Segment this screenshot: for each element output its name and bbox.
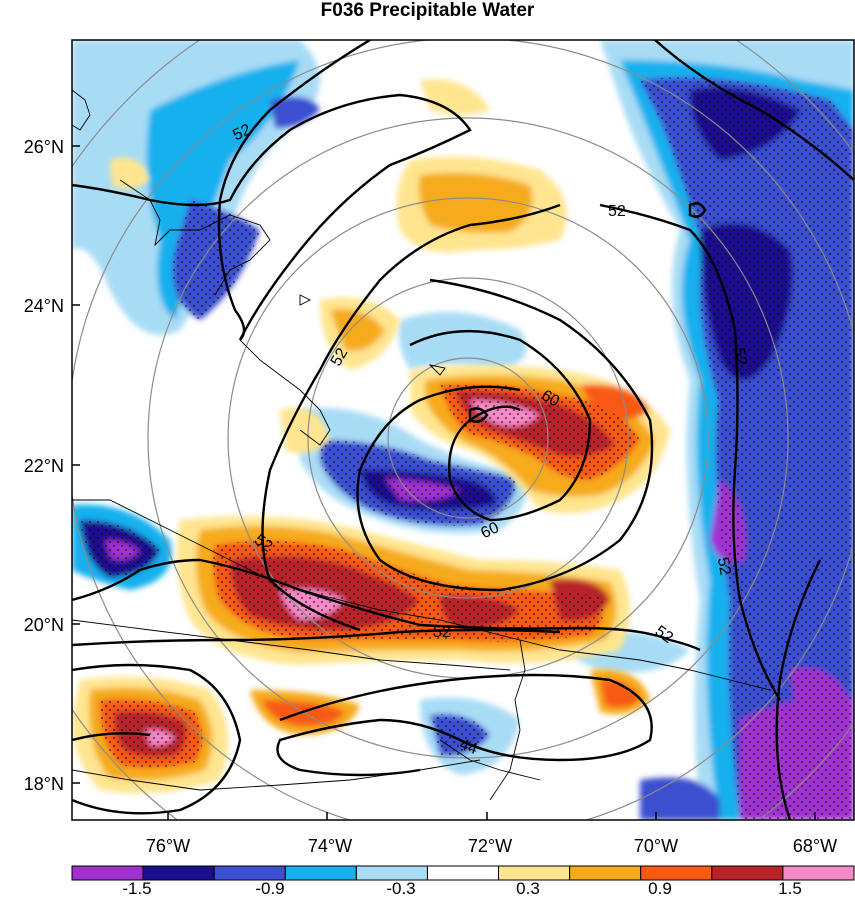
colorbar-swatch xyxy=(71,865,144,881)
colorbar-swatch xyxy=(426,865,500,881)
stippling xyxy=(80,77,854,820)
latitude-axis: 26°N 24°N 22°N 20°N 18°N xyxy=(24,137,80,794)
lat-tick-label: 26°N xyxy=(24,137,64,157)
contour-label: 60 xyxy=(478,519,501,542)
colorbar-swatch xyxy=(569,865,642,881)
colorbar-swatch xyxy=(284,865,357,881)
lon-tick-label: 68°W xyxy=(793,836,837,856)
colorbar-label: -1.5 xyxy=(122,879,151,898)
lon-tick-label: 72°W xyxy=(468,836,512,856)
contour-lines xyxy=(72,40,854,820)
contour-label: 52 xyxy=(230,121,253,144)
map-title: F036 Precipitable Water xyxy=(320,0,535,21)
colorbar-swatch xyxy=(355,865,428,881)
colorbar-swatch xyxy=(640,865,713,881)
contour-label: 52 xyxy=(433,624,451,641)
colorbar: -1.5 -0.9 -0.3 0.3 0.9 1.5 xyxy=(71,865,855,898)
longitude-axis: 76°W 74°W 72°W 70°W 68°W xyxy=(146,812,837,856)
contour-label: 52 xyxy=(608,203,626,220)
colorbar-swatch xyxy=(142,865,215,881)
colorbar-swatch xyxy=(782,865,855,881)
lat-tick-label: 18°N xyxy=(24,774,64,794)
colorbar-label: -0.3 xyxy=(386,879,415,898)
colorbar-swatch xyxy=(213,865,286,881)
colorbar-label: 1.5 xyxy=(778,879,802,898)
contour-label: 60 xyxy=(538,387,562,411)
lon-tick-label: 70°W xyxy=(634,836,678,856)
contour-label: 52 xyxy=(714,556,734,577)
contour-label: 44 xyxy=(457,736,480,758)
colorbar-label: 0.9 xyxy=(648,879,672,898)
lat-tick-label: 20°N xyxy=(24,615,64,635)
lon-tick-label: 74°W xyxy=(308,836,352,856)
colorbar-label: -0.9 xyxy=(255,879,284,898)
contour-label: 52 xyxy=(328,345,352,369)
colorbar-label: 0.3 xyxy=(516,879,540,898)
lon-tick-label: 76°W xyxy=(146,836,190,856)
lat-tick-label: 22°N xyxy=(24,456,64,476)
contour-label-group: 52 52 52 60 60 52 52 52 52 52 44 xyxy=(230,121,749,758)
colorbar-swatch xyxy=(711,865,784,881)
contour-label: 52 xyxy=(730,347,750,368)
colorbar-swatch xyxy=(498,865,571,881)
lat-tick-label: 24°N xyxy=(24,296,64,316)
plot-frame xyxy=(71,39,855,821)
